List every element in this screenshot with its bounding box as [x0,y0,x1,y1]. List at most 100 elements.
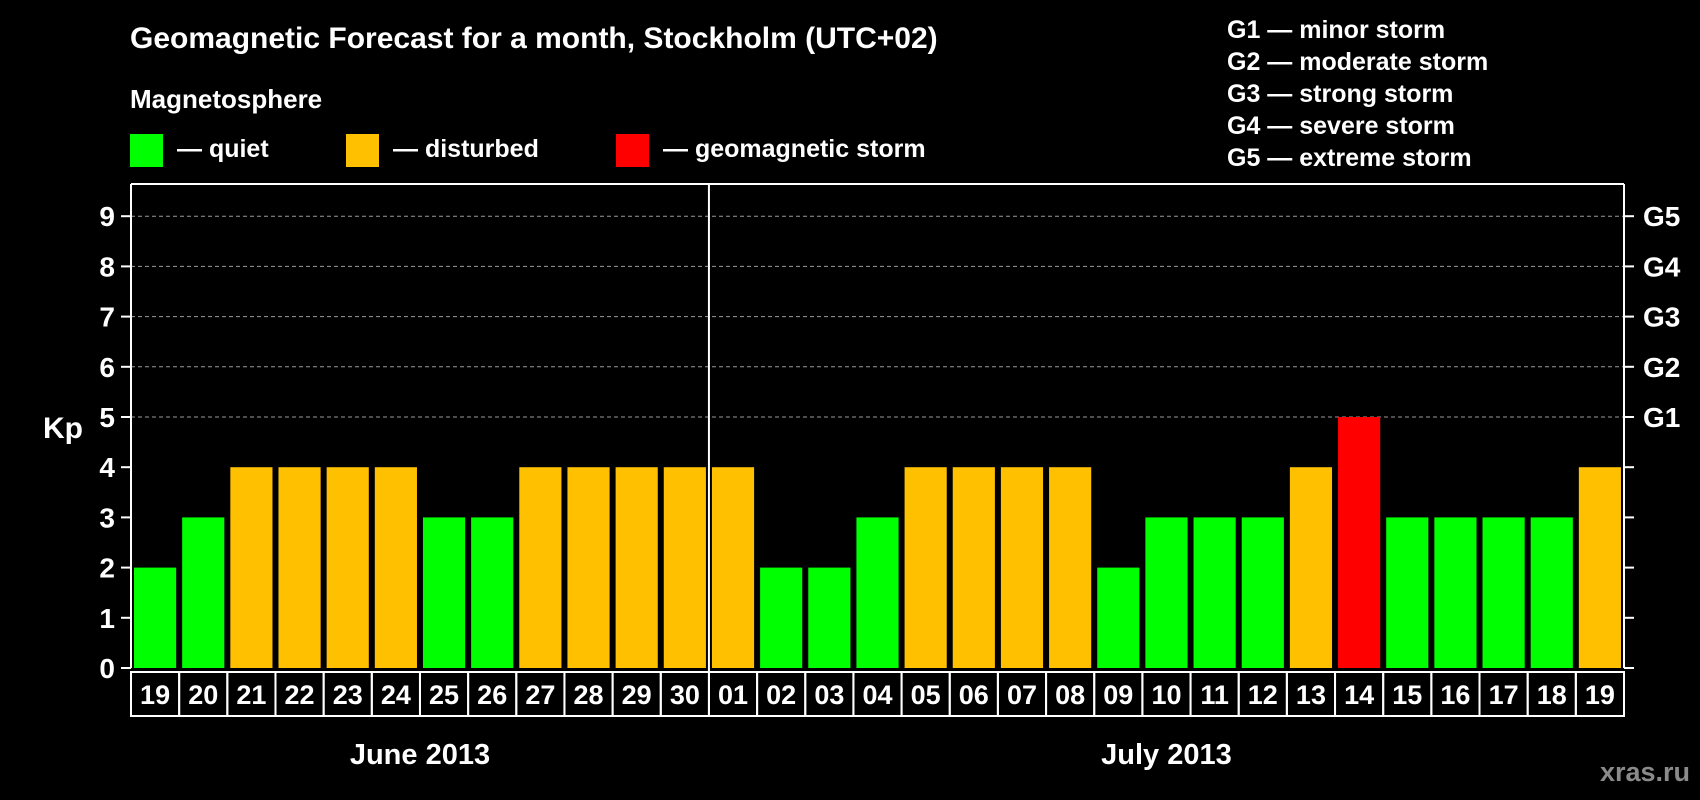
day-label-2: 20 [188,680,218,710]
storm-scale-g2: G2 — moderate storm [1227,48,1488,76]
day-label-7: 25 [429,680,459,710]
day-label-4: 22 [285,680,315,710]
storm-level-label-g2: G2 [1643,352,1680,383]
storm-level-label-g5: G5 [1643,201,1680,232]
bar-9-disturbed [519,467,562,668]
bar-8-quiet [471,517,514,668]
chart-title: Geomagnetic Forecast for a month, Stockh… [130,22,938,55]
storm-level-label-g3: G3 [1643,302,1680,333]
bar-11-disturbed [615,467,658,668]
y-tick-label-2: 2 [99,553,115,584]
bar-12-disturbed [663,467,706,668]
bar-21-quiet [1097,567,1140,668]
bar-5-disturbed [326,467,369,668]
day-label-1: 19 [140,680,170,710]
legend-label-disturbed: — disturbed [393,135,539,163]
day-box-31 [1574,671,1625,717]
legend: — quiet — disturbed — geomagnetic storm [130,134,926,167]
bar-6-disturbed [374,467,417,668]
bar-16-quiet [856,517,899,668]
bar-19-disturbed [1000,467,1044,668]
bar-30-quiet [1530,517,1573,668]
bar-1-quiet [134,567,177,668]
bar-24-quiet [1241,517,1284,668]
day-label-5: 23 [333,680,363,710]
month-labels: June 2013 July 2013 [350,739,1232,771]
day-label-31: 19 [1585,680,1615,710]
grid-lines [131,215,1624,418]
storm-level-label-g4: G4 [1643,251,1681,282]
bar-17-disturbed [904,467,947,668]
bar-13-disturbed [711,467,755,668]
day-label-6: 24 [381,680,411,710]
y-axis-label: Kp [43,412,83,445]
legend-swatch-disturbed [346,134,379,167]
day-label-16: 04 [862,680,892,710]
day-label-18: 06 [959,680,989,710]
bar-28-quiet [1434,517,1477,668]
bar-7-quiet [422,517,466,668]
day-label-26: 14 [1344,680,1374,710]
storm-scale-g5: G5 — extreme storm [1227,144,1472,172]
y-tick-label-6: 6 [99,352,115,383]
day-label-25: 13 [1296,680,1326,710]
bar-3-disturbed [230,467,273,668]
day-labels: 19 20 21 22 23 24 25 26 27 28 29 30 01 02 03 04 05 06 07 08… [130,671,1625,717]
bar-31-disturbed [1578,467,1621,668]
storm-level-ticks: G1 G2 G3 G4 G5 [1624,201,1681,669]
day-label-3: 21 [236,680,266,710]
day-label-17: 05 [911,680,941,710]
month-label-2: July 2013 [1101,739,1232,771]
storm-scale-g3: G3 — strong storm [1227,80,1453,108]
y-tick-label-0: 0 [99,653,115,684]
day-label-30: 18 [1537,680,1567,710]
day-label-10: 28 [574,680,604,710]
legend-swatch-storm [616,134,649,167]
y-tick-label-1: 1 [99,603,115,634]
bar-23-quiet [1193,517,1236,668]
bar-25-disturbed [1289,467,1333,668]
y-tick-label-3: 3 [99,502,115,533]
day-label-24: 12 [1248,680,1278,710]
day-label-23: 11 [1200,680,1229,710]
y-tick-label-9: 9 [99,201,115,232]
y-axis-ticks: 0 1 2 3 4 5 6 7 8 9 [99,201,131,684]
day-label-13: 01 [718,680,748,710]
day-label-8: 26 [477,680,507,710]
storm-scale-g1: G1 — minor storm [1227,16,1445,44]
legend-label-quiet: — quiet [177,135,269,163]
y-tick-label-8: 8 [99,251,115,282]
storm-level-label-g1: G1 [1643,402,1680,433]
bar-27-quiet [1386,517,1429,668]
chart-subtitle: Magnetosphere [130,84,322,114]
plot-frame [130,183,1625,672]
month-label-1: June 2013 [350,739,490,771]
bar-10-disturbed [567,467,610,668]
bar-18-disturbed [952,467,995,668]
day-label-20: 08 [1055,680,1085,710]
day-label-15: 03 [814,680,844,710]
day-label-12: 30 [670,680,700,710]
bar-14-quiet [760,567,803,668]
day-label-27: 15 [1392,680,1422,710]
watermark: xras.ru [1600,757,1690,787]
legend-swatch-quiet [130,134,163,167]
y-tick-label-5: 5 [99,402,115,433]
bar-29-quiet [1482,517,1525,668]
day-label-9: 27 [525,680,555,710]
day-label-21: 09 [1103,680,1133,710]
y-tick-label-4: 4 [99,452,115,483]
bar-15-quiet [808,567,851,668]
bar-22-quiet [1145,517,1188,668]
day-label-19: 07 [1007,680,1037,710]
bar-20-disturbed [1049,467,1092,668]
bar-2-quiet [182,517,225,668]
day-label-14: 02 [766,680,796,710]
day-label-28: 16 [1440,680,1470,710]
storm-scale-g4: G4 — severe storm [1227,112,1455,140]
day-label-11: 29 [622,680,652,710]
y-tick-label-7: 7 [99,302,115,333]
bar-4-disturbed [278,467,321,668]
bar-26-storm [1338,417,1381,668]
